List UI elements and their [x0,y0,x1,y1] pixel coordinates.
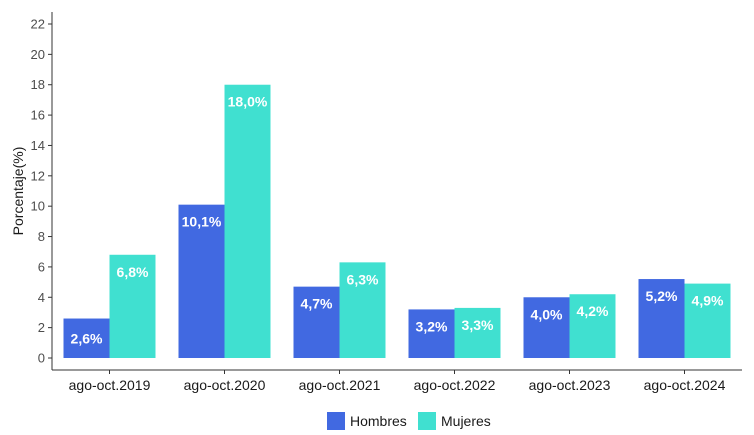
y-tick-label: 20 [31,47,45,62]
data-label: 6,8% [117,264,149,280]
data-label: 10,1% [182,214,222,230]
data-label: 4,7% [301,296,333,312]
bar-mujeres-5 [684,283,731,358]
legend-label-hombres: Hombres [350,413,407,429]
y-tick-label: 10 [31,199,45,214]
y-tick-label: 22 [31,17,45,32]
bar-hombres-4 [523,297,570,358]
data-label: 18,0% [228,94,268,110]
data-label: 3,2% [416,318,448,334]
bar-mujeres-4 [569,294,616,358]
x-tick-label: ago-oct.2024 [644,377,726,393]
data-label: 2,6% [71,330,103,346]
y-axis-ticks: 0 2 4 6 8 10 12 14 16 18 20 22 [31,17,52,366]
bar-hombres-1 [178,204,225,358]
data-label: 5,2% [646,288,678,304]
data-label: 6,3% [347,271,379,287]
legend: Hombres Mujeres [327,412,491,430]
y-tick-label: 14 [31,138,45,153]
x-tick-label: ago-oct.2021 [299,377,381,393]
bar-mujeres-2 [339,262,386,358]
y-tick-label: 0 [38,351,45,366]
y-tick-label: 8 [38,229,45,244]
data-label: 4,0% [531,306,563,322]
bar-hombres-3 [408,309,455,358]
y-tick-label: 18 [31,77,45,92]
x-axis-ticks: ago-oct.2019 ago-oct.2020 ago-oct.2021 ago-… [69,370,726,393]
bar-hombres-2 [293,286,340,358]
y-axis-label: Porcentaje(%) [10,147,26,236]
y-tick-label: 2 [38,320,45,335]
data-label: 4,9% [692,293,724,309]
bars-group: 2,6% 6,8% 10,1% 18,0% 4,7% 6,3% 3,2% 3,3% 4,0% 4,… [63,84,731,359]
x-tick-label: ago-oct.2019 [69,377,151,393]
data-label: 4,2% [577,303,609,319]
y-tick-label: 16 [31,108,45,123]
bar-hombres-0 [63,318,110,358]
legend-swatch-mujeres [418,412,436,430]
legend-label-mujeres: Mujeres [441,413,491,429]
bar-hombres-5 [638,279,685,358]
x-tick-label: ago-oct.2020 [184,377,266,393]
data-label: 3,3% [462,317,494,333]
bar-mujeres-1 [224,84,271,359]
x-tick-label: ago-oct.2023 [529,377,611,393]
y-tick-label: 12 [31,168,45,183]
legend-swatch-hombres [327,412,345,430]
x-tick-label: ago-oct.2022 [414,377,496,393]
y-tick-label: 4 [38,290,45,305]
bar-mujeres-0 [109,254,156,358]
bar-mujeres-3 [454,307,501,358]
y-tick-label: 6 [38,259,45,274]
